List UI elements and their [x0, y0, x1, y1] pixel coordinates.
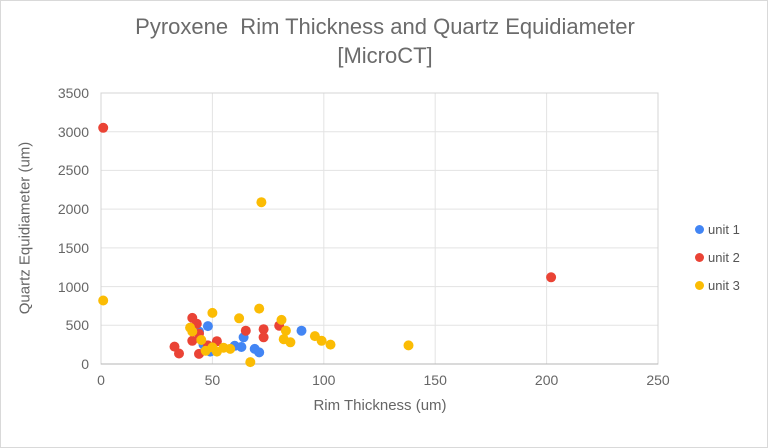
y-tick-label: 1500 [57, 239, 89, 256]
legend-item: unit 1 [695, 220, 740, 238]
y-tick-label: 500 [65, 317, 89, 334]
data-point-unit-3 [98, 295, 109, 306]
y-tick-label: 3000 [57, 123, 89, 140]
data-point-unit-2 [546, 272, 557, 283]
data-point-unit-2 [174, 348, 184, 359]
data-point-unit-2 [187, 335, 198, 346]
plot-border [100, 92, 659, 365]
y-tick-label: 0 [81, 356, 89, 372]
data-point-unit-3 [285, 337, 296, 348]
data-point-unit-3 [196, 335, 207, 345]
data-point-unit-3 [256, 197, 267, 208]
chart-title: Pyroxene Rim Thickness and Quartz Equidi… [135, 14, 635, 39]
x-axis-title: Rim Thickness (um) [313, 397, 447, 414]
legend-swatch-icon [695, 280, 704, 290]
data-point-unit-3 [245, 357, 256, 368]
x-tick-label: 100 [312, 372, 336, 388]
y-tick-label: 2500 [57, 162, 89, 179]
y-axis-title: Quartz Equidiameter (um) [16, 141, 34, 315]
legend-item: unit 3 [695, 276, 740, 294]
legend-swatch-icon [695, 252, 704, 262]
data-point-unit-3 [207, 307, 218, 318]
data-point-unit-3 [325, 339, 336, 350]
legend-label: unit 3 [708, 277, 740, 293]
y-tick-label: 1000 [57, 278, 89, 295]
legend-label: unit 1 [708, 221, 740, 237]
data-point-unit-3 [276, 314, 287, 325]
x-tick-label: 200 [534, 372, 559, 388]
data-point-unit-1 [236, 342, 247, 352]
x-tick-label: 50 [204, 372, 221, 388]
data-point-unit-1 [296, 325, 307, 336]
y-tick-label: 3500 [57, 85, 89, 101]
x-tick-label: 0 [97, 372, 105, 388]
legend-label: unit 2 [708, 249, 740, 265]
data-point-unit-2 [240, 325, 251, 336]
legend-swatch-icon [695, 224, 704, 234]
legend: unit 1 unit 2 unit 3 [695, 220, 740, 304]
data-point-unit-3 [280, 325, 291, 336]
chart-title-block: Pyroxene Rim Thickness and Quartz Equidi… [1, 12, 767, 70]
data-point-unit-3 [316, 335, 327, 346]
data-point-unit-3 [234, 313, 245, 324]
data-point-unit-3 [225, 343, 236, 354]
y-tick-label: 2000 [57, 201, 89, 218]
legend-item: unit 2 [695, 248, 740, 266]
data-point-unit-1 [202, 321, 213, 332]
data-point-unit-3 [254, 303, 265, 314]
data-point-unit-1 [254, 347, 265, 358]
x-tick-label: 150 [423, 372, 447, 388]
chart-subtitle: [MicroCT] [337, 43, 433, 68]
data-point-unit-2 [258, 324, 269, 335]
data-point-unit-3 [403, 340, 414, 351]
x-tick-label: 250 [646, 372, 670, 388]
data-point-unit-2 [258, 332, 269, 343]
data-point-unit-3 [187, 326, 198, 337]
data-point-unit-2 [98, 122, 109, 133]
